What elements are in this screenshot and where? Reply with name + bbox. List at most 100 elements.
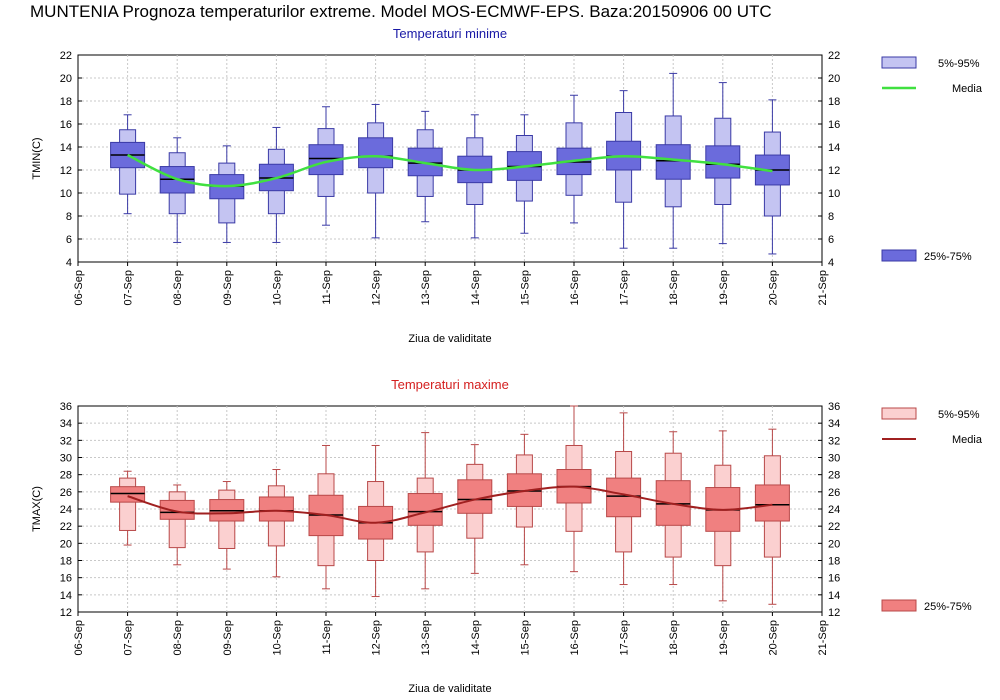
x-tick-label: 13-Sep [420,270,432,305]
y-tick-label-left: 12 [60,165,72,177]
x-tick-label: 15-Sep [519,620,531,655]
y-tick-label-left: 18 [60,556,72,568]
x-tick-label: 14-Sep [470,620,482,655]
panel-tmax: 12 12 14 14 16 16 18 18 20 20 22 22 24 24 26 26 28 28 30 30… [31,377,983,695]
x-tick-label: 21-Sep [817,620,829,655]
y-tick-label-left: 20 [60,73,72,85]
x-axis-label: Ziua de validitate [408,683,491,695]
y-tick-label-left: 28 [60,470,72,482]
y-axis-label: TMIN(C) [31,137,43,179]
y-tick-label-right: 28 [828,470,840,482]
x-tick-label: 07-Sep [123,620,135,655]
y-tick-label-right: 36 [828,401,840,413]
x-tick-label: 13-Sep [420,620,432,655]
x-tick-label: 17-Sep [619,620,631,655]
y-tick-label-left: 6 [66,234,72,246]
x-tick-label: 16-Sep [569,270,581,305]
x-tick-label: 12-Sep [371,620,383,655]
y-tick-label-right: 20 [828,73,840,85]
media-line [127,153,773,188]
legend-swatch-5-95 [881,56,917,69]
y-tick-label-left: 30 [60,453,72,465]
y-tick-label-right: 10 [828,188,840,200]
x-tick-label: 08-Sep [172,620,184,655]
y-tick-label-left: 10 [60,188,72,200]
x-tick-label: 19-Sep [718,270,730,305]
x-tick-label: 11-Sep [321,620,333,655]
x-tick-label: 14-Sep [470,270,482,305]
panel-tmin: 4 4 6 6 8 8 10 10 12 12 14 14 16 16 18 18 20 20 22 22 06-Sep… [31,26,983,345]
x-tick-label: 19-Sep [718,620,730,655]
y-tick-label-right: 20 [828,538,840,550]
y-tick-label-right: 12 [828,165,840,177]
legend-label-5-95: 5%-95% [938,409,980,421]
x-tick-label: 20-Sep [767,620,779,655]
y-tick-label-left: 16 [60,119,72,131]
y-tick-label-left: 14 [60,590,72,602]
y-axis-label: TMAX(C) [31,486,43,532]
y-tick-label-right: 16 [828,573,840,585]
y-tick-label-right: 14 [828,590,840,602]
y-tick-label-right: 22 [828,521,840,533]
x-tick-label: 18-Sep [668,270,680,305]
y-tick-label-left: 24 [60,504,72,516]
media-line [127,485,773,524]
legend-label-25-75: 25%-75% [924,601,972,613]
legend-label-media: Media [952,434,983,446]
y-tick-label-left: 14 [60,142,72,154]
y-tick-label-left: 22 [60,50,72,62]
y-tick-label-right: 34 [828,418,840,430]
x-tick-label: 15-Sep [519,270,531,305]
y-tick-label-right: 18 [828,556,840,568]
box-25-75 [358,137,394,169]
x-tick-label: 12-Sep [371,270,383,305]
x-tick-label: 08-Sep [172,270,184,305]
box-5-95 [119,477,137,531]
legend-label-5-95: 5%-95% [938,58,980,70]
y-tick-label-left: 22 [60,521,72,533]
x-tick-label: 18-Sep [668,620,680,655]
y-tick-label-left: 4 [66,257,72,269]
x-tick-label: 09-Sep [222,270,234,305]
y-tick-label-right: 24 [828,504,840,516]
y-tick-label-right: 18 [828,96,840,108]
legend-swatch-5-95 [881,407,917,420]
panel-title: Temperaturi minime [393,26,507,41]
y-tick-label-left: 8 [66,211,72,223]
y-tick-label-left: 18 [60,96,72,108]
y-tick-label-right: 22 [828,50,840,62]
x-tick-label: 10-Sep [271,620,283,655]
legend-label-25-75: 25%-75% [924,251,972,263]
legend-swatch-25-75 [881,249,917,262]
x-tick-label: 20-Sep [767,270,779,305]
y-tick-label-left: 12 [60,607,72,619]
x-tick-label: 11-Sep [321,270,333,305]
y-tick-label-left: 26 [60,487,72,499]
x-axis-label: Ziua de validitate [408,333,491,345]
y-tick-label-left: 16 [60,573,72,585]
legend-label-media: Media [952,83,983,95]
x-tick-label: 16-Sep [569,620,581,655]
box-25-75 [655,144,691,180]
box-25-75 [258,496,294,522]
x-tick-label: 06-Sep [73,620,85,655]
x-tick-label: 10-Sep [271,270,283,305]
plot-frame [77,54,823,263]
panel-title: Temperaturi maxime [391,377,509,392]
y-tick-label-left: 32 [60,435,72,447]
y-tick-label-right: 8 [828,211,834,223]
y-tick-label-right: 14 [828,142,840,154]
y-tick-label-right: 30 [828,453,840,465]
y-tick-label-right: 12 [828,607,840,619]
y-tick-label-right: 26 [828,487,840,499]
x-tick-label: 06-Sep [73,270,85,305]
y-tick-label-right: 32 [828,435,840,447]
page-title: MUNTENIA Prognoza temperaturilor extreme… [30,2,772,21]
box-25-75 [754,484,790,522]
y-tick-label-left: 34 [60,418,72,430]
y-tick-label-right: 6 [828,234,834,246]
x-tick-label: 17-Sep [619,270,631,305]
x-tick-label: 07-Sep [123,270,135,305]
legend-swatch-25-75 [881,599,917,612]
y-tick-label-right: 16 [828,119,840,131]
